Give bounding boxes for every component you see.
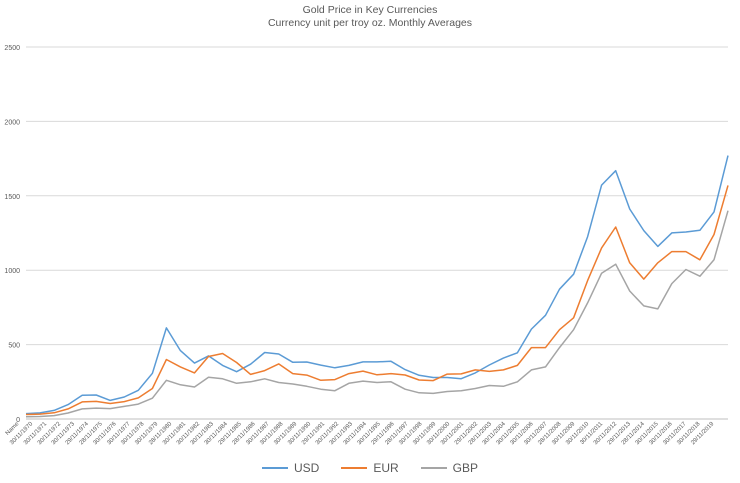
y-tick-label: 1500	[4, 194, 20, 201]
series-line-usd	[25, 155, 729, 415]
y-tick-label: 2000	[4, 119, 20, 126]
y-tick-label: 1000	[4, 268, 20, 275]
legend-label-usd: USD	[293, 461, 320, 475]
y-tick-label: 2500	[4, 45, 20, 52]
chart-subtitle: Currency unit per troy oz. Monthly Avera…	[267, 17, 473, 29]
y-tick-label: 500	[8, 343, 20, 350]
legend-item-usd: USD	[261, 461, 320, 475]
x-axis: Name30/11/197030/11/197130/11/197230/11/…	[5, 421, 716, 447]
series-line-eur	[25, 185, 729, 416]
series-lines	[25, 155, 729, 418]
series-line-gbp	[25, 210, 729, 418]
legend-label-eur: EUR	[373, 461, 399, 475]
y-axis: 0 500 1000 1500 2000 2500	[4, 45, 20, 424]
chart-title: Gold Price in Key Currencies	[302, 4, 438, 16]
legend-item-gbp: GBP	[420, 461, 479, 475]
legend-swatch-gbp	[420, 467, 447, 469]
legend-label-gbp: GBP	[452, 461, 479, 475]
legend-swatch-usd	[261, 467, 288, 469]
y-tick-label: 0	[16, 417, 20, 424]
gridlines	[26, 46, 728, 420]
legend-item-eur: EUR	[341, 461, 399, 475]
legend-swatch-eur	[341, 467, 368, 469]
legend: USD EUR GBP	[0, 461, 740, 475]
